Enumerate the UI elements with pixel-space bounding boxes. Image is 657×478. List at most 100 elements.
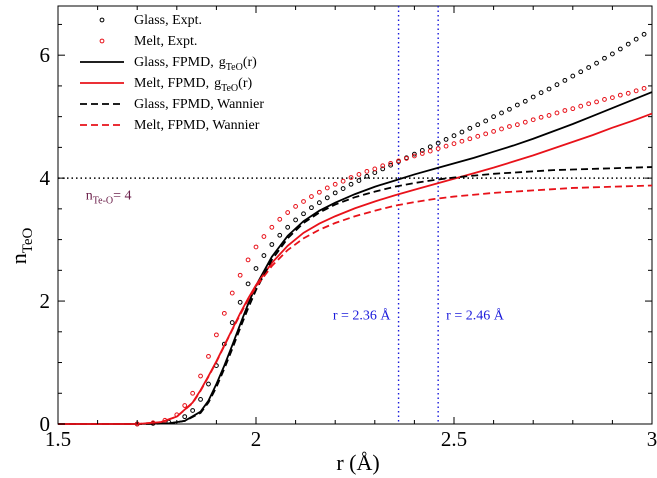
data-point [332, 181, 338, 187]
data-point [475, 122, 481, 128]
data-point [261, 234, 267, 239]
data-point [514, 122, 520, 128]
data-point [475, 133, 481, 139]
data-point [237, 272, 243, 278]
reference-lines [58, 6, 652, 424]
data-point [467, 125, 473, 131]
data-point [364, 173, 370, 179]
legend-item: Melt, FPMD, Wannier [80, 118, 260, 133]
legend-label-main: Glass, FPMD, [134, 55, 214, 70]
n-te-o-annotation: nTe-O= 4 [86, 189, 132, 207]
data-point [356, 172, 362, 177]
data-point [491, 129, 497, 134]
vertical-line-annotation: r = 2.36 Å [333, 308, 392, 324]
data-point [340, 178, 346, 184]
data-point [293, 203, 299, 209]
legend-label: Melt, FPMD, Wannier [134, 118, 260, 133]
series-line [58, 184, 653, 425]
data-point [380, 166, 386, 172]
data-point [372, 166, 378, 172]
data-point [610, 95, 615, 100]
data-point [340, 186, 346, 191]
data-point [459, 129, 465, 135]
data-point [467, 136, 473, 142]
x-tick-label: 2.5 [441, 427, 467, 451]
annotations-layer: r = 2.36 Å r = 2.46 Å nTe-O= 4 [86, 189, 505, 324]
data-point [530, 117, 536, 123]
data-point [198, 397, 203, 402]
y-axis-label: nTeO [6, 228, 36, 265]
data-point [562, 77, 568, 83]
data-point [602, 55, 607, 61]
data-point [190, 390, 196, 396]
legend-label-main: Melt, FPMD, Wannier [134, 118, 260, 133]
data-point [514, 102, 520, 108]
y-axis-label-sub: TeO [20, 228, 36, 254]
data-point [633, 36, 639, 42]
data-point [562, 108, 568, 113]
data-point [641, 31, 647, 37]
data-point [277, 216, 283, 222]
plot-border [57, 5, 653, 425]
legend-label-sub: TeO [226, 62, 243, 73]
data-point [198, 373, 203, 379]
data-point [253, 266, 259, 271]
y-tick-label: 4 [40, 166, 51, 190]
series-line [58, 91, 653, 425]
data-point [435, 146, 441, 152]
y-axis-label-main: n [6, 253, 31, 264]
data-point [538, 90, 544, 96]
legend-label: Glass, FPMD, Wannier [134, 97, 264, 112]
data-point [293, 217, 299, 223]
data-point [182, 403, 188, 408]
x-axis-label: r (Å) [336, 450, 379, 475]
legend-item: Melt, FPMD, gTeO(r) [80, 76, 252, 94]
legend-item: Melt, Expt. [99, 34, 197, 49]
annotation-tail: = 4 [113, 189, 131, 204]
legend-label: Melt, Expt. [134, 34, 197, 49]
data-point [332, 190, 338, 196]
plot-frame [57, 5, 653, 425]
data-point [261, 253, 267, 258]
series-line [58, 112, 653, 425]
legend-item: Glass, FPMD, gTeO(r) [80, 55, 257, 73]
data-point [633, 88, 639, 94]
data-point [554, 110, 560, 116]
y-tick-label: 6 [40, 43, 51, 67]
data-point [617, 46, 623, 52]
legend-label: Melt, FPMD, gTeO(r) [134, 76, 252, 94]
data-point [356, 178, 362, 183]
data-point [412, 153, 417, 159]
data-point [277, 232, 283, 238]
data-point [602, 97, 607, 102]
data-point [214, 332, 219, 338]
vertical-line-annotation: r = 2.46 Å [446, 308, 505, 324]
data-point [388, 160, 394, 166]
data-point [522, 98, 528, 104]
data-point [546, 113, 552, 118]
data-point [316, 200, 322, 206]
data-point [594, 60, 599, 66]
legend-marker [99, 38, 105, 44]
series-line [58, 166, 653, 425]
data-point [206, 353, 211, 359]
data-point [348, 181, 354, 187]
data-point [578, 69, 584, 75]
data-point [190, 408, 196, 413]
data-point [245, 281, 251, 287]
data-point [309, 205, 314, 211]
data-point [610, 51, 615, 57]
data-point [546, 86, 552, 92]
data-point [491, 114, 497, 120]
data-point [269, 224, 275, 230]
legend-label-main: Melt, FPMD, [134, 76, 209, 91]
data-point [309, 194, 314, 199]
x-tick-label: 1.5 [45, 427, 71, 451]
data-point [530, 94, 536, 100]
series-4 [58, 166, 653, 425]
legend-label: Glass, Expt. [134, 13, 202, 28]
data-point [324, 195, 330, 201]
legend-label-tail: (r) [238, 76, 252, 91]
legend-item: Glass, FPMD, Wannier [80, 97, 264, 112]
